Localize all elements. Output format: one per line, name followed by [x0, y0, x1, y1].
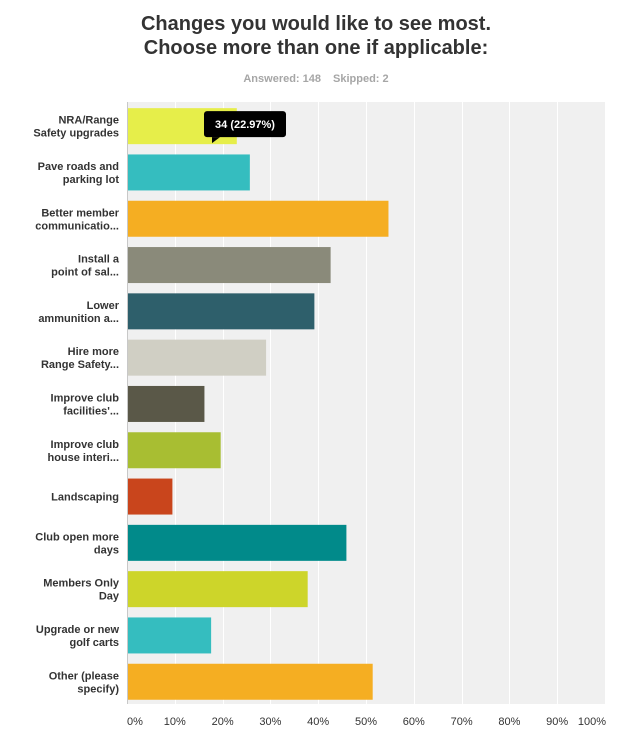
- x-tick-label: 10%: [164, 716, 186, 728]
- x-tick-label: 70%: [451, 716, 473, 728]
- chart-title-line-2: Choose more than one if applicable:: [143, 37, 489, 59]
- value-tooltip: 34 (22.97%): [204, 111, 286, 144]
- skipped-count: Skipped: 2: [333, 73, 389, 85]
- chart-title-line-1: Changes you would like to see most.: [140, 13, 492, 35]
- category-label: Club open more: [35, 531, 119, 543]
- category-label: Improve club: [51, 439, 120, 451]
- x-tick-label: 40%: [307, 716, 329, 728]
- answered-count: Answered: 148: [243, 73, 322, 85]
- category-label: days: [94, 544, 119, 556]
- tooltip-text: 34 (22.97%): [215, 119, 275, 131]
- category-label: Landscaping: [51, 492, 119, 504]
- category-label: Pave roads and: [38, 161, 119, 173]
- category-label: facilities'...: [63, 405, 119, 417]
- category-label: Install a: [78, 254, 120, 266]
- x-tick-label: 100%: [578, 716, 606, 728]
- category-label: Upgrade or new: [36, 624, 120, 636]
- category-label: Hire more: [68, 346, 119, 358]
- x-tick-label: 50%: [355, 716, 377, 728]
- bar: [128, 571, 308, 608]
- x-tick-label: 30%: [259, 716, 281, 728]
- bar: [128, 247, 331, 284]
- x-tick-label: 80%: [498, 716, 520, 728]
- bar: [128, 339, 267, 376]
- category-label: golf carts: [69, 637, 119, 649]
- category-label: Improve club: [51, 392, 120, 404]
- category-label: NRA/Range: [58, 115, 119, 127]
- category-label: communicatio...: [35, 220, 119, 232]
- bar: [128, 432, 221, 469]
- category-label: Safety upgrades: [33, 128, 119, 140]
- category-label: Members Only: [43, 578, 120, 590]
- bar: [128, 478, 173, 515]
- category-label: Day: [99, 591, 120, 603]
- bar: [128, 385, 205, 422]
- category-label: parking lot: [63, 174, 120, 186]
- bar: [128, 154, 250, 191]
- x-axis-tick-labels: 0% 10% 20% 30% 40% 50% 60% 70% 80% 90% 100%: [127, 716, 606, 728]
- bar: [128, 663, 373, 700]
- category-label: ammunition a...: [38, 313, 119, 325]
- bar: [128, 617, 212, 654]
- category-label: Better member: [41, 207, 119, 219]
- category-label: house interi...: [47, 452, 119, 464]
- category-label: point of sal...: [51, 267, 119, 279]
- category-label: Lower: [87, 300, 120, 312]
- category-label: Range Safety...: [41, 359, 119, 371]
- x-tick-label: 60%: [403, 716, 425, 728]
- category-label: specify): [77, 683, 119, 695]
- chart-title: Changes you would like to see most. Choo…: [0, 12, 632, 60]
- x-tick-label: 90%: [546, 716, 568, 728]
- tooltip-pointer: [212, 137, 220, 144]
- category-label: Other (please: [49, 670, 119, 682]
- bar: [128, 524, 347, 561]
- bar: [128, 200, 389, 237]
- response-stats: Answered: 148 Skipped: 2: [0, 73, 632, 85]
- bar: [128, 293, 315, 330]
- x-tick-label: 0%: [127, 716, 143, 728]
- tooltip-box: [204, 111, 286, 138]
- x-tick-label: 20%: [212, 716, 234, 728]
